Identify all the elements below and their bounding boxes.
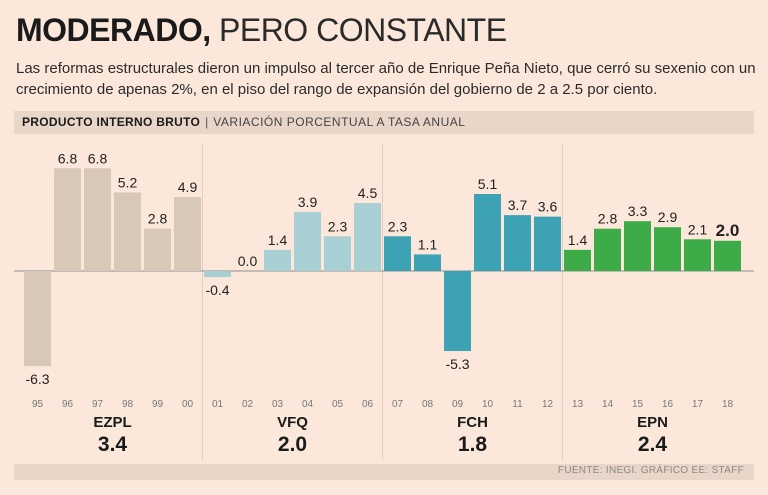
x-tick-label: 98 [122, 399, 134, 410]
x-tick-label: 15 [632, 399, 644, 410]
bar [114, 192, 141, 271]
value-label: 4.5 [358, 185, 378, 201]
bar [24, 271, 51, 366]
bar [144, 229, 171, 271]
group-average: 2.4 [638, 433, 668, 456]
bar [294, 212, 321, 271]
bar [564, 250, 591, 271]
value-label: 3.6 [538, 199, 558, 215]
value-label: 6.8 [88, 150, 108, 166]
value-label: 2.8 [148, 211, 168, 227]
bar [534, 217, 561, 271]
bar [354, 203, 381, 271]
bar [654, 227, 681, 271]
x-tick-label: 17 [692, 399, 704, 410]
x-tick-label: 18 [722, 399, 734, 410]
bar [504, 215, 531, 271]
x-tick-label: 08 [422, 399, 434, 410]
x-tick-label: 96 [62, 399, 74, 410]
x-tick-label: 11 [512, 399, 523, 410]
bar [54, 168, 81, 271]
value-label: 3.9 [298, 194, 318, 210]
source-footer: FUENTE: INEGI. GRÁFICO EE: STAFF [14, 464, 754, 480]
value-label: 6.8 [58, 150, 78, 166]
x-tick-label: 16 [662, 399, 674, 410]
bar [474, 194, 501, 271]
x-tick-label: 10 [482, 399, 494, 410]
x-tick-label: 02 [242, 399, 254, 410]
value-label: -6.3 [25, 371, 49, 387]
x-tick-label: 05 [332, 399, 344, 410]
value-label: 1.4 [268, 232, 288, 248]
value-label: 3.7 [508, 197, 528, 213]
x-tick-label: 14 [602, 399, 614, 410]
x-tick-label: 12 [542, 399, 554, 410]
source-text: FUENTE: INEGI. GRÁFICO EE: STAFF [558, 465, 744, 476]
group-average: 1.8 [458, 433, 488, 456]
value-label: 4.9 [178, 179, 198, 195]
bar [204, 271, 231, 277]
value-label: 2.3 [388, 218, 408, 234]
value-label: 5.2 [118, 174, 138, 190]
bar [684, 239, 711, 271]
x-tick-label: 00 [182, 399, 194, 410]
bar [414, 254, 441, 271]
bar [84, 168, 111, 271]
bar [174, 197, 201, 271]
bar [444, 271, 471, 351]
x-tick-label: 95 [32, 399, 44, 410]
value-label: -0.4 [205, 282, 229, 298]
x-tick-label: 01 [212, 399, 224, 410]
x-tick-label: 04 [302, 399, 314, 410]
group-name: FCH [457, 414, 488, 431]
group-average: 2.0 [278, 433, 307, 456]
value-label: 3.3 [628, 203, 648, 219]
x-tick-label: 13 [572, 399, 584, 410]
x-tick-label: 99 [152, 399, 164, 410]
x-tick-label: 07 [392, 399, 404, 410]
bar [714, 241, 741, 271]
group-name: VFQ [277, 414, 308, 431]
x-tick-label: 06 [362, 399, 374, 410]
value-label: 2.8 [598, 211, 618, 227]
bar [624, 221, 651, 271]
x-tick-label: 97 [92, 399, 104, 410]
value-label: 1.4 [568, 232, 588, 248]
value-label: 1.1 [418, 236, 438, 252]
value-label: -5.3 [445, 356, 469, 372]
bar-chart: -6.3 95 6.8 96 6.8 97 5.2 98 2.8 99 4.9 00 -0.4 01 0.0… [0, 0, 768, 495]
value-label: 2.1 [688, 221, 708, 237]
value-label: 0.0 [238, 253, 258, 269]
value-label: 5.1 [478, 176, 498, 192]
group-name: EPN [637, 414, 668, 431]
value-label: 2.3 [328, 218, 348, 234]
bar [594, 229, 621, 271]
value-label: 2.9 [658, 209, 678, 225]
bar [384, 236, 411, 271]
group-average: 3.4 [98, 433, 128, 456]
bar [324, 236, 351, 271]
bar [264, 250, 291, 271]
value-label: 2.0 [716, 221, 740, 240]
x-tick-label: 09 [452, 399, 464, 410]
x-tick-label: 03 [272, 399, 284, 410]
group-name: EZPL [93, 414, 131, 431]
